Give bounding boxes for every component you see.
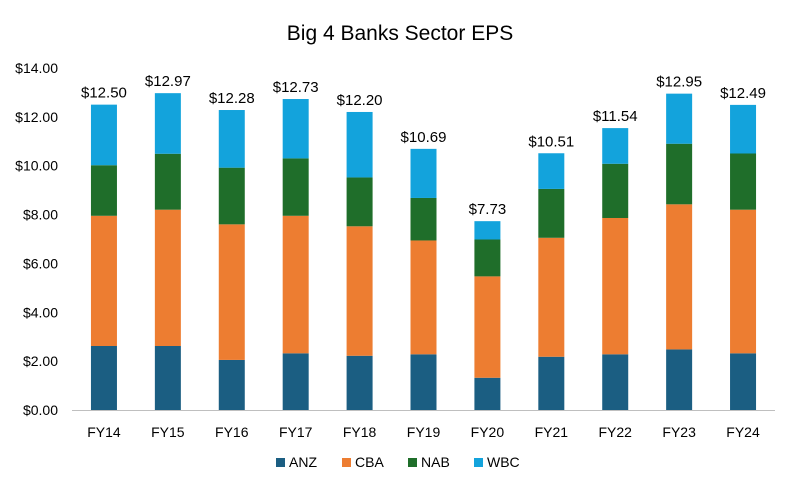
x-tick-label: FY20 [471, 424, 505, 440]
bar-segment-wbc-fy14 [90, 104, 117, 166]
y-tick-label: $12.00 [15, 109, 58, 125]
bar-segment-anz-fy15 [154, 345, 181, 410]
bar-segment-anz-fy22 [602, 354, 629, 410]
y-axis: $0.00 $2.00 $4.00 $6.00 $8.00 $10.00 $12.00 $14… [15, 60, 58, 418]
x-tick-label: FY23 [662, 424, 696, 440]
bar-segment-nab-fy17 [282, 158, 309, 216]
bar-segment-wbc-fy22 [602, 128, 629, 164]
total-label: $11.54 [593, 108, 638, 125]
bar-segment-anz-fy19 [410, 354, 437, 410]
y-tick-label: $4.00 [23, 304, 58, 320]
x-axis: FY14 FY15 FY16 FY17 FY18 FY19 FY20 FY21 FY22 FY23… [87, 424, 760, 440]
chart-title: Big 4 Banks Sector EPS [287, 22, 513, 45]
bar-segment-cba-fy24 [730, 209, 757, 354]
bar-segment-nab-fy18 [346, 177, 373, 227]
total-label: $12.97 [145, 73, 191, 90]
legend-swatch-nab [408, 458, 417, 467]
legend-label-nab: NAB [421, 454, 450, 470]
total-label: $12.50 [81, 85, 127, 102]
y-tick-label: $14.00 [15, 60, 58, 76]
total-label: $12.95 [656, 74, 702, 91]
bar-segment-wbc-fy21 [538, 153, 565, 189]
bar-segment-anz-fy17 [282, 353, 309, 410]
total-label: $12.20 [337, 92, 383, 109]
total-label: $12.73 [273, 79, 319, 96]
bar-segment-wbc-fy15 [154, 93, 181, 154]
bar-segment-cba-fy17 [282, 215, 309, 354]
total-label: $12.49 [720, 85, 766, 102]
x-tick-label: FY15 [151, 424, 185, 440]
legend-swatch-anz [276, 458, 285, 467]
bar-segment-wbc-fy19 [410, 148, 437, 198]
bar-segment-anz-fy21 [538, 356, 565, 410]
x-tick-label: FY21 [535, 424, 569, 440]
bar-segment-anz-fy16 [218, 359, 245, 410]
legend-label-anz: ANZ [289, 454, 317, 470]
bar-segment-anz-fy23 [666, 349, 693, 410]
bar-segment-nab-fy24 [730, 153, 757, 210]
total-labels: $12.50 $12.97 $12.28 $12.73 $12.20 $10.69 $7.7… [81, 73, 766, 218]
x-tick-label: FY22 [598, 424, 632, 440]
bar-segment-nab-fy14 [90, 165, 117, 216]
bar-segment-anz-fy24 [730, 353, 757, 410]
bar-segment-nab-fy20 [474, 239, 501, 277]
legend-swatch-wbc [474, 458, 483, 467]
legend-label-wbc: WBC [487, 454, 520, 470]
x-tick-label: FY16 [215, 424, 249, 440]
x-tick-label: FY14 [87, 424, 121, 440]
bar-segment-nab-fy19 [410, 197, 437, 241]
bar-segment-anz-fy18 [346, 355, 373, 410]
y-tick-label: $10.00 [15, 158, 58, 174]
bar-segment-cba-fy15 [154, 209, 181, 346]
bar-segment-cba-fy20 [474, 276, 501, 378]
total-label: $10.51 [528, 133, 574, 150]
bar-segment-wbc-fy23 [666, 93, 693, 144]
bar-segment-cba-fy16 [218, 224, 245, 360]
bar-segment-nab-fy15 [154, 153, 181, 210]
x-tick-label: FY18 [343, 424, 377, 440]
x-tick-label: FY24 [726, 424, 760, 440]
legend-swatch-cba [342, 458, 351, 467]
bar-segment-nab-fy21 [538, 188, 565, 238]
bar-segment-cba-fy18 [346, 226, 373, 356]
bar-segment-nab-fy23 [666, 143, 693, 205]
total-label: $10.69 [401, 129, 447, 146]
bars [90, 93, 757, 410]
bar-segment-wbc-fy18 [346, 111, 373, 178]
bar-segment-anz-fy14 [90, 345, 117, 410]
bar-segment-wbc-fy24 [730, 104, 757, 154]
y-tick-label: $0.00 [23, 402, 58, 418]
bar-segment-cba-fy21 [538, 237, 565, 357]
bar-segment-wbc-fy17 [282, 99, 309, 159]
bar-segment-anz-fy20 [474, 377, 501, 410]
x-tick-label: FY17 [279, 424, 313, 440]
legend-label-cba: CBA [355, 454, 384, 470]
y-tick-label: $6.00 [23, 255, 58, 271]
bar-segment-cba-fy22 [602, 217, 629, 355]
bar-segment-cba-fy19 [410, 240, 437, 355]
bar-segment-nab-fy22 [602, 163, 629, 218]
bar-segment-nab-fy16 [218, 167, 245, 225]
bar-segment-cba-fy14 [90, 215, 117, 346]
y-tick-label: $8.00 [23, 207, 58, 223]
total-label: $7.73 [469, 201, 507, 218]
x-tick-label: FY19 [407, 424, 441, 440]
total-label: $12.28 [209, 90, 255, 107]
legend: ANZ CBA NAB WBC [276, 454, 520, 470]
y-tick-label: $2.00 [23, 353, 58, 369]
bar-segment-cba-fy23 [666, 204, 693, 350]
bar-segment-wbc-fy16 [218, 110, 245, 168]
bar-segment-wbc-fy20 [474, 221, 501, 240]
